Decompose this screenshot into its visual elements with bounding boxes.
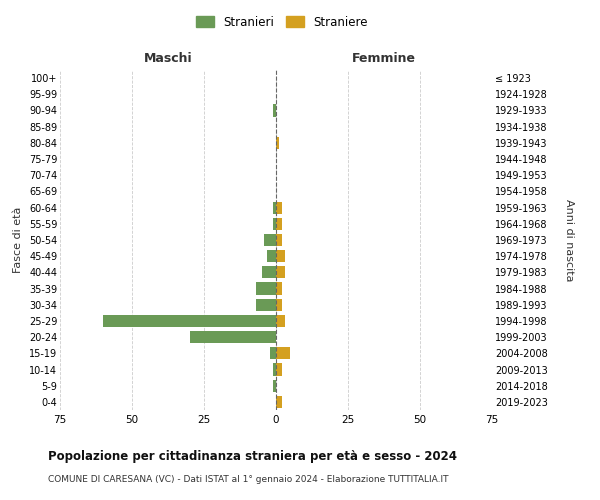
Legend: Stranieri, Straniere: Stranieri, Straniere bbox=[191, 11, 373, 34]
Bar bbox=[103, 315, 276, 327]
Bar bbox=[273, 202, 276, 213]
Bar bbox=[276, 282, 282, 294]
Bar bbox=[256, 298, 276, 311]
Bar bbox=[276, 137, 279, 149]
Bar bbox=[273, 218, 276, 230]
Text: COMUNE DI CARESANA (VC) - Dati ISTAT al 1° gennaio 2024 - Elaborazione TUTTITALI: COMUNE DI CARESANA (VC) - Dati ISTAT al … bbox=[48, 475, 449, 484]
Y-axis label: Fasce di età: Fasce di età bbox=[13, 207, 23, 273]
Text: Maschi: Maschi bbox=[143, 52, 193, 65]
Bar bbox=[265, 234, 276, 246]
Text: Femmine: Femmine bbox=[352, 52, 416, 65]
Bar bbox=[273, 104, 276, 117]
Text: Popolazione per cittadinanza straniera per età e sesso - 2024: Popolazione per cittadinanza straniera p… bbox=[48, 450, 457, 463]
Bar bbox=[276, 218, 282, 230]
Y-axis label: Anni di nascita: Anni di nascita bbox=[565, 198, 574, 281]
Bar bbox=[276, 298, 282, 311]
Bar bbox=[276, 234, 282, 246]
Bar bbox=[276, 396, 282, 408]
Bar bbox=[270, 348, 276, 360]
Bar bbox=[190, 331, 276, 343]
Bar bbox=[273, 380, 276, 392]
Bar bbox=[276, 202, 282, 213]
Bar bbox=[262, 266, 276, 278]
Bar bbox=[276, 348, 290, 360]
Bar bbox=[268, 250, 276, 262]
Bar bbox=[276, 315, 284, 327]
Bar bbox=[256, 282, 276, 294]
Bar bbox=[276, 364, 282, 376]
Bar bbox=[273, 364, 276, 376]
Bar bbox=[276, 250, 284, 262]
Bar bbox=[276, 266, 284, 278]
